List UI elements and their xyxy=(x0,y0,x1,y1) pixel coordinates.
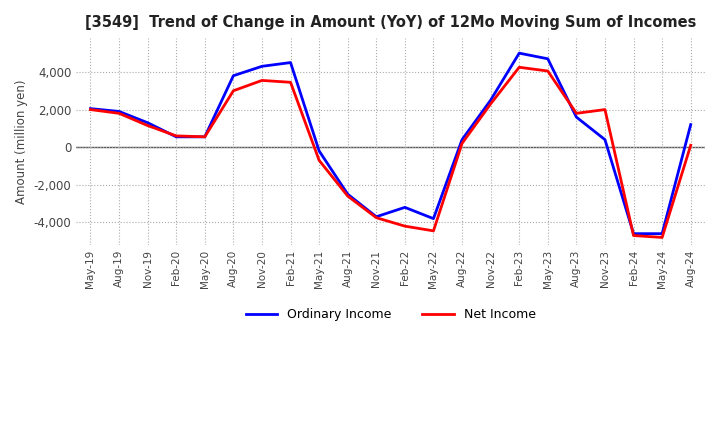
Net Income xyxy=(629,233,638,238)
Net Income xyxy=(372,215,381,220)
Ordinary Income xyxy=(200,134,209,139)
Title: [3549]  Trend of Change in Amount (YoY) of 12Mo Moving Sum of Incomes: [3549] Trend of Change in Amount (YoY) o… xyxy=(85,15,696,30)
Ordinary Income xyxy=(429,216,438,221)
Net Income xyxy=(486,101,495,106)
Ordinary Income xyxy=(544,56,552,62)
Ordinary Income xyxy=(172,134,181,139)
Net Income xyxy=(400,224,409,229)
Net Income xyxy=(258,78,266,83)
Net Income xyxy=(515,65,523,70)
Line: Net Income: Net Income xyxy=(91,67,690,238)
Net Income xyxy=(315,158,323,163)
Net Income xyxy=(658,235,667,240)
Ordinary Income xyxy=(686,122,695,127)
Ordinary Income xyxy=(143,120,152,125)
Ordinary Income xyxy=(629,231,638,236)
Legend: Ordinary Income, Net Income: Ordinary Income, Net Income xyxy=(240,303,541,326)
Ordinary Income xyxy=(400,205,409,210)
Ordinary Income xyxy=(600,137,609,142)
Ordinary Income xyxy=(458,137,467,142)
Net Income xyxy=(229,88,238,93)
Net Income xyxy=(200,134,209,139)
Ordinary Income xyxy=(114,109,123,114)
Ordinary Income xyxy=(315,148,323,154)
Net Income xyxy=(600,107,609,112)
Ordinary Income xyxy=(572,114,581,120)
Ordinary Income xyxy=(658,231,667,236)
Net Income xyxy=(172,133,181,139)
Ordinary Income xyxy=(229,73,238,78)
Ordinary Income xyxy=(515,51,523,56)
Net Income xyxy=(86,107,95,112)
Ordinary Income xyxy=(86,106,95,111)
Net Income xyxy=(287,80,295,85)
Net Income xyxy=(143,123,152,128)
Net Income xyxy=(429,228,438,234)
Net Income xyxy=(458,141,467,146)
Ordinary Income xyxy=(343,191,352,197)
Net Income xyxy=(572,111,581,116)
Y-axis label: Amount (million yen): Amount (million yen) xyxy=(15,79,28,204)
Net Income xyxy=(343,194,352,199)
Line: Ordinary Income: Ordinary Income xyxy=(91,53,690,234)
Ordinary Income xyxy=(372,214,381,220)
Net Income xyxy=(544,68,552,73)
Ordinary Income xyxy=(258,64,266,69)
Ordinary Income xyxy=(287,60,295,65)
Net Income xyxy=(114,111,123,116)
Net Income xyxy=(686,143,695,148)
Ordinary Income xyxy=(486,98,495,103)
